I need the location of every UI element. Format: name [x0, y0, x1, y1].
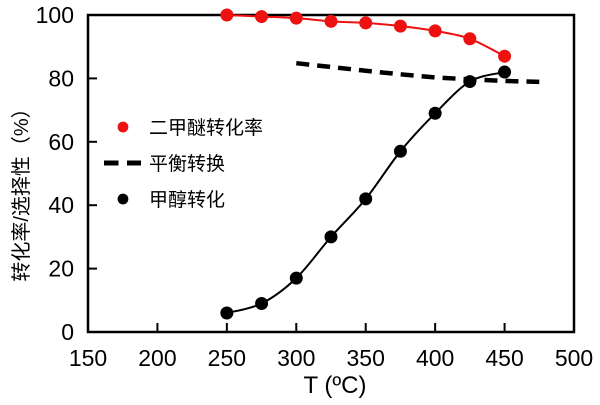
legend-marker-dot — [117, 193, 129, 205]
legend-label: 甲醇转化 — [149, 189, 225, 211]
series-dme-conversion-rate-point — [359, 16, 373, 30]
series-dme-conversion-rate — [220, 8, 512, 63]
legend-marker-dot — [117, 121, 129, 133]
x-tick-label: 500 — [555, 345, 593, 371]
x-tick-label: 250 — [208, 345, 246, 371]
y-tick-label: 60 — [48, 129, 74, 155]
series-dme-conversion-rate-point — [393, 19, 407, 33]
x-tick-label: 350 — [347, 345, 385, 371]
x-axis-title: T (ºC) — [304, 372, 367, 399]
series-dme-conversion-rate-point — [428, 24, 442, 38]
legend-label: 二甲醚转化率 — [149, 117, 263, 139]
series-dme-conversion-rate-point — [289, 11, 303, 25]
x-tick-label: 150 — [69, 345, 107, 371]
series-methanol-conversion-point — [289, 271, 303, 285]
y-tick-label: 20 — [48, 256, 74, 282]
series-methanol-conversion-point — [359, 192, 373, 206]
series-methanol-conversion-point — [428, 106, 442, 120]
y-tick-label: 40 — [48, 192, 74, 218]
legend-item-dme-conversion-rate: 二甲醚转化率 — [117, 117, 263, 139]
series-methanol-conversion-point — [463, 75, 477, 89]
x-tick-label: 300 — [277, 345, 315, 371]
legend-item-methanol-conversion: 甲醇转化 — [117, 189, 225, 211]
series-dme-conversion-rate-point — [498, 49, 512, 63]
series-dme-conversion-rate-point — [324, 14, 338, 28]
legend-label: 平衡转换 — [149, 153, 225, 175]
x-tick-label: 200 — [138, 345, 176, 371]
series-methanol-conversion-point — [324, 230, 338, 244]
series-methanol-conversion — [220, 65, 512, 320]
y-tick-label: 80 — [48, 65, 74, 91]
series-methanol-conversion-point — [393, 144, 407, 158]
series-methanol-conversion-point — [255, 296, 269, 310]
y-tick-label: 0 — [61, 319, 74, 345]
x-tick-label: 450 — [485, 345, 523, 371]
y-tick-label: 100 — [36, 2, 74, 28]
series-methanol-conversion-point — [498, 65, 512, 79]
x-tick-label: 400 — [416, 345, 454, 371]
y-axis-title: 转化率/选择性（%） — [10, 98, 33, 281]
legend-item-equilibrium-conversion: 平衡转换 — [104, 153, 225, 175]
series-methanol-conversion-point — [220, 306, 234, 320]
series-dme-conversion-rate-point — [220, 8, 234, 22]
series-dme-conversion-rate-point — [463, 32, 477, 46]
series-dme-conversion-rate-point — [255, 10, 269, 24]
chart-generated-content: 150 200 250 300 350 400 450 500 0 20 40 60 80 100 二甲醚转… — [36, 2, 594, 371]
